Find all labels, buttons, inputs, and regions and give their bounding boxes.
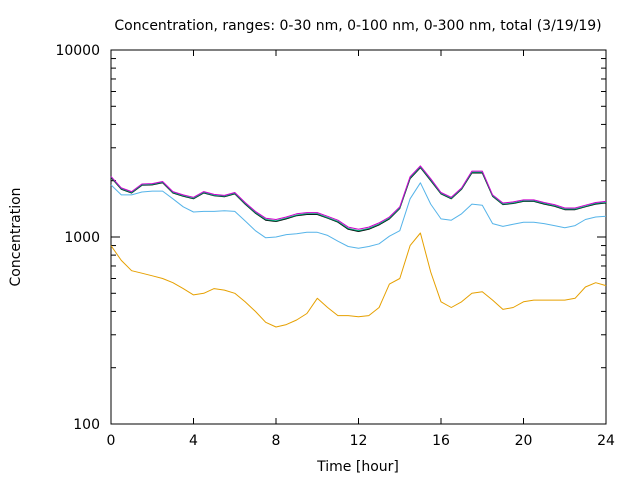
x-tick-label: 4 bbox=[189, 433, 198, 449]
x-tick-label: 8 bbox=[272, 433, 281, 449]
x-tick-label: 16 bbox=[432, 433, 450, 449]
x-tick-label: 20 bbox=[515, 433, 533, 449]
y-tick-label: 1000 bbox=[64, 230, 100, 246]
x-axis-label: Time [hour] bbox=[316, 459, 399, 475]
series-line-5 bbox=[110, 165, 607, 230]
series-group bbox=[110, 165, 607, 328]
y-axis-label: Concentration bbox=[8, 187, 24, 286]
y-tick-label: 10000 bbox=[55, 43, 100, 59]
plot-frame bbox=[110, 49, 607, 425]
series-line-1 bbox=[110, 232, 607, 328]
x-tick-label: 12 bbox=[350, 433, 368, 449]
y-tick-label: 100 bbox=[73, 417, 100, 433]
axis-ticks: 0 4 8 12 16 20 24 100 1000 10000 bbox=[55, 43, 615, 449]
chart-title: Concentration, ranges: 0-30 nm, 0-100 nm… bbox=[114, 18, 601, 34]
x-tick-label: 24 bbox=[597, 433, 615, 449]
x-tick-label: 0 bbox=[107, 433, 116, 449]
series-line-2 bbox=[110, 182, 607, 249]
series-line-4 bbox=[110, 166, 607, 232]
